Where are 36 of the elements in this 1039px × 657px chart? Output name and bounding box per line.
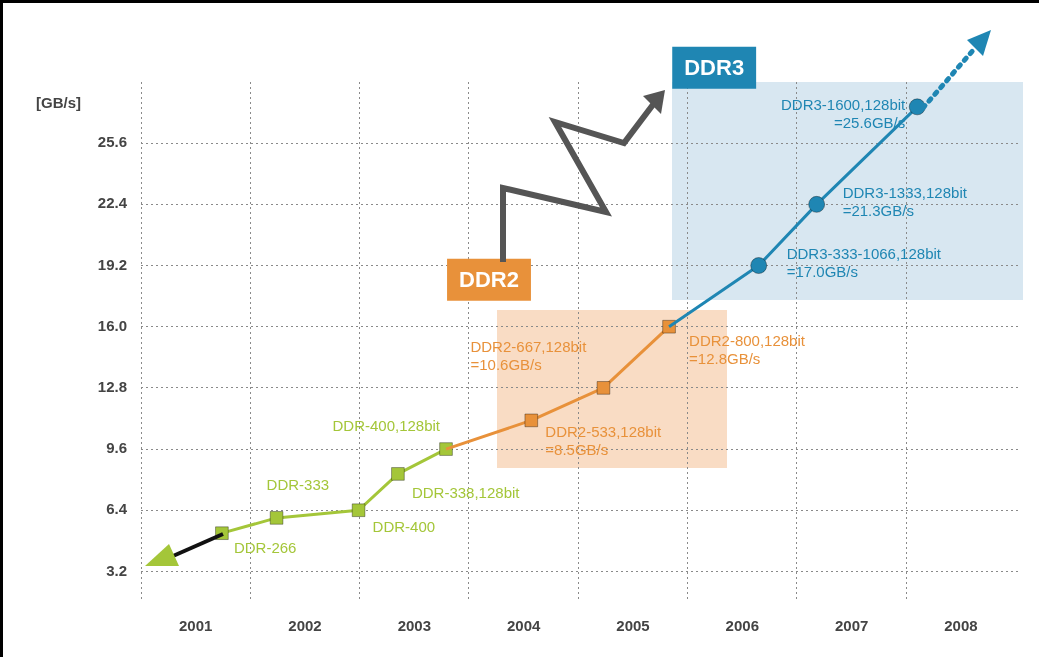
annotation: DDR-266	[233, 538, 297, 556]
y-tick-label: 25.6	[97, 133, 127, 151]
y-tick-label: 6.4	[106, 500, 128, 518]
point	[391, 467, 405, 481]
annotation: DDR3-333-1066,128bit =17.0GB/s	[786, 245, 942, 281]
y-axis-title: [GB/s]	[36, 94, 81, 112]
annotation: DDR2-800,128bit =12.8GB/s	[689, 332, 806, 368]
text: DDR3	[684, 54, 745, 80]
y-tick-label: 22.4	[97, 194, 128, 212]
annotation: DDR-400,128bit	[332, 416, 441, 434]
point	[269, 511, 284, 525]
x-tick-label: 2004	[506, 617, 541, 635]
y-tick-label: 12.8	[97, 378, 127, 396]
x-tick-label: 2003	[397, 617, 432, 635]
point	[596, 381, 611, 395]
annotation: DDR3-1333,128bit =21.3GB/s	[842, 183, 968, 219]
x-tick-label: 2006	[725, 617, 759, 635]
x-tick-label: 2005	[616, 617, 650, 635]
point	[524, 413, 539, 428]
point	[808, 195, 826, 213]
annotation: DDR-400	[372, 517, 436, 535]
annotation: DDR-338,128bit	[411, 483, 521, 501]
point	[750, 257, 768, 275]
x-tick-label: 2007	[834, 617, 869, 635]
text: DDR2	[459, 266, 519, 292]
y-tick-label: 3.2	[106, 561, 127, 579]
y-tick-label: 16.0	[97, 316, 127, 334]
x-tick-label: 2001	[178, 617, 213, 635]
x-tick-label: 2008	[944, 617, 978, 635]
y-tick-label: 19.2	[97, 255, 127, 273]
annotation: DDR2-533,128bit =8.5GB/s	[545, 423, 663, 459]
y-tick-label: 9.6	[106, 439, 127, 457]
annotation: DDR-333	[266, 475, 330, 493]
annotation: DDR2-667,128bit =10.6GB/s	[470, 337, 588, 373]
x-tick-label: 2002	[288, 617, 322, 635]
point	[351, 503, 366, 518]
